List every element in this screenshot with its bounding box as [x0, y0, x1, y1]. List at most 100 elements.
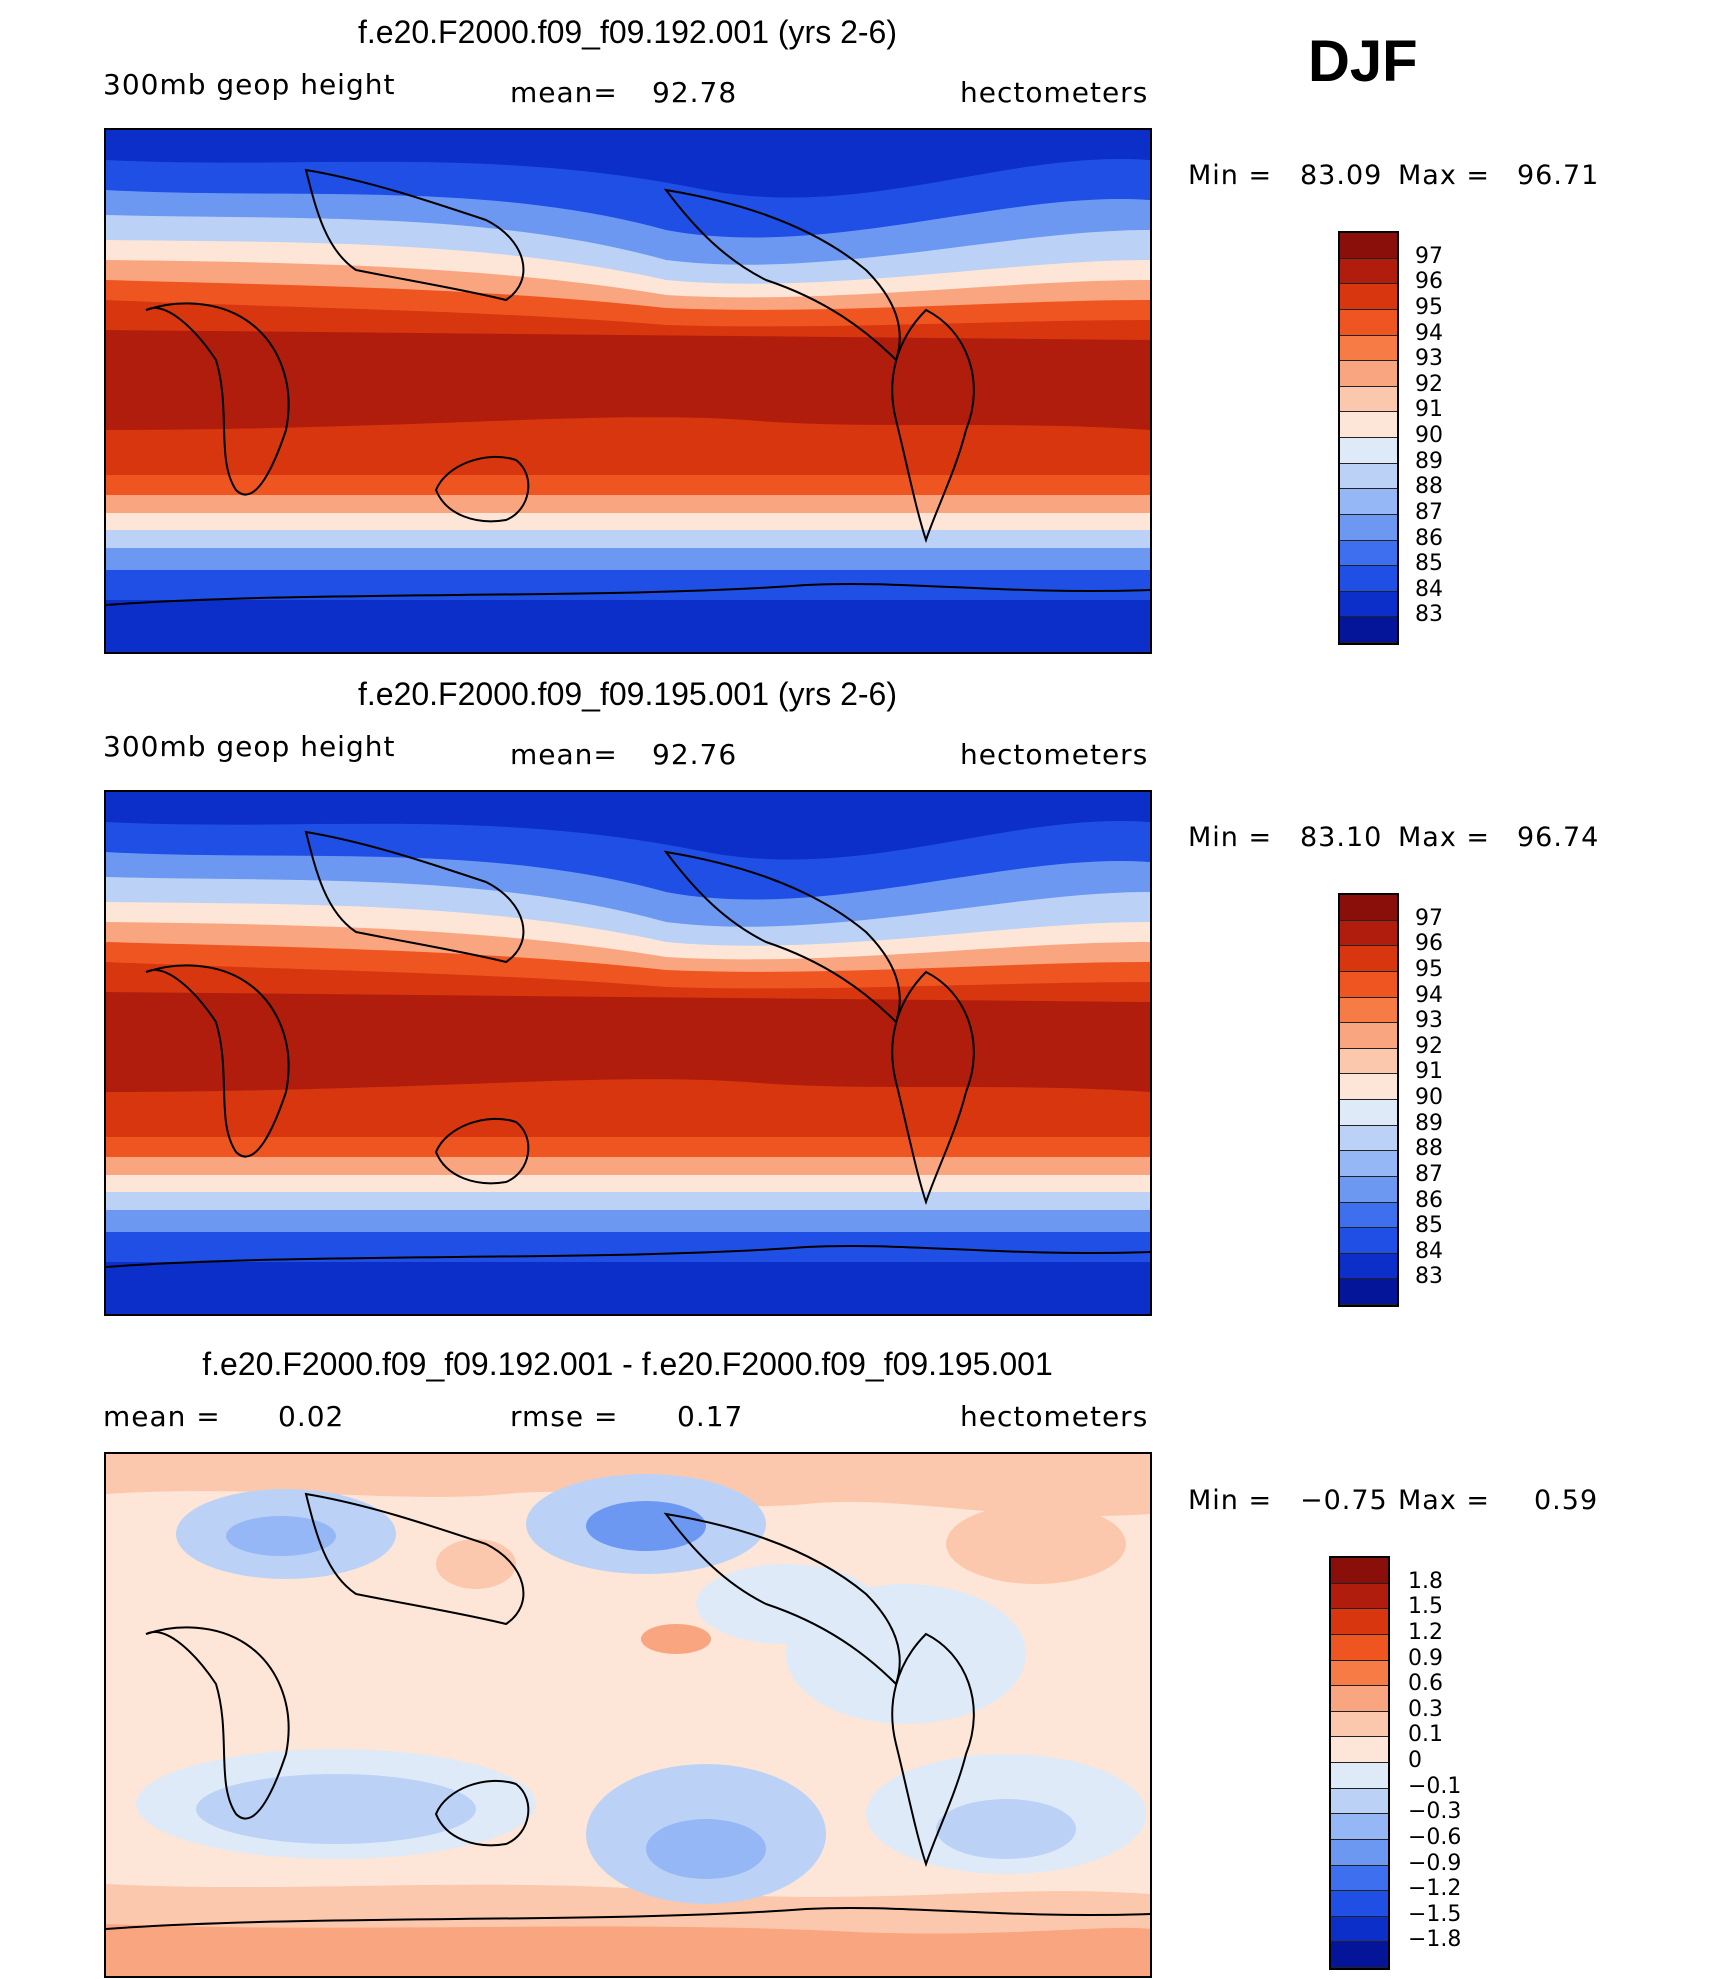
panel-3-map — [104, 1452, 1152, 1978]
colorbar-swatch — [1340, 335, 1397, 362]
panel-2-mean-label: mean= — [510, 738, 618, 771]
colorbar-swatch — [1331, 1942, 1388, 1968]
panel-2-map — [104, 790, 1152, 1316]
colorbar-swatch — [1340, 895, 1397, 921]
colorbar-level-label: 89 — [1415, 1110, 1443, 1136]
colorbar-level-label: 87 — [1415, 499, 1443, 525]
colorbar-swatch — [1340, 971, 1397, 998]
colorbar-level-label: 91 — [1415, 1059, 1443, 1085]
colorbar-level-label: 0.6 — [1408, 1671, 1443, 1697]
colorbar-level-label: 84 — [1415, 1238, 1443, 1264]
colorbar-level-label: 93 — [1415, 1008, 1443, 1034]
colorbar-level-label: 84 — [1415, 576, 1443, 602]
colorbar-swatch — [1331, 1583, 1388, 1610]
colorbar-level-label: 97 — [1415, 905, 1443, 931]
panel-3-max-value: 0.59 — [1534, 1485, 1599, 1516]
colorbar-swatch — [1340, 514, 1397, 541]
panel-3-max-label: Max = — [1398, 1485, 1491, 1516]
panel-1-map — [104, 128, 1152, 654]
panel-3-mean-value: 0.02 — [278, 1400, 345, 1433]
panel-1-max-label: Max = — [1398, 160, 1491, 191]
colorbar-level-label: 0.3 — [1408, 1696, 1443, 1722]
colorbar-swatch — [1340, 1228, 1397, 1254]
colorbar-level-label: 86 — [1415, 1187, 1443, 1213]
colorbar-swatch — [1331, 1891, 1388, 1917]
colorbar-swatch — [1340, 946, 1397, 972]
colorbar-swatch — [1331, 1865, 1388, 1892]
colorbar-swatch — [1340, 617, 1397, 643]
colorbar-level-label: 94 — [1415, 320, 1443, 346]
colorbar-swatch — [1340, 920, 1397, 947]
colorbar-swatch — [1340, 361, 1397, 387]
colorbar-level-label: 1.8 — [1408, 1568, 1443, 1594]
colorbar-level-label: 0 — [1408, 1748, 1422, 1773]
panel-3-title: f.e20.F2000.f09_f09.192.001 - f.e20.F200… — [202, 1346, 1053, 1382]
colorbar-level-label: 85 — [1415, 551, 1443, 577]
colorbar-swatch — [1340, 412, 1397, 438]
panel-3-min-value: −0.75 — [1300, 1485, 1388, 1516]
colorbar-swatch — [1340, 1202, 1397, 1229]
colorbar-level-label: 90 — [1415, 423, 1443, 448]
panel-2-min-label: Min = — [1188, 822, 1273, 853]
colorbar-level-label: 95 — [1415, 956, 1443, 982]
colorbar-level-label: 88 — [1415, 474, 1443, 500]
colorbar-level-label: 91 — [1415, 397, 1443, 423]
panel-2-mean-value: 92.76 — [652, 738, 738, 771]
colorbar-swatch — [1340, 997, 1397, 1024]
panel-2-max-value: 96.74 — [1517, 822, 1600, 853]
colorbar-level-label: −0.6 — [1408, 1824, 1462, 1850]
colorbar-swatch — [1340, 1125, 1397, 1152]
panel-1-min-value: 83.09 — [1300, 160, 1383, 191]
colorbar-level-label: 88 — [1415, 1136, 1443, 1162]
panel-2-max-label: Max = — [1398, 822, 1491, 853]
colorbar-level-label: 85 — [1415, 1213, 1443, 1239]
panel-2-colorbar — [1338, 893, 1399, 1307]
colorbar-swatch — [1340, 438, 1397, 464]
colorbar-level-label: −0.1 — [1408, 1773, 1462, 1799]
panel-3-rmse-value: 0.17 — [677, 1400, 744, 1433]
colorbar-swatch — [1331, 1788, 1388, 1815]
colorbar-swatch — [1331, 1839, 1388, 1866]
colorbar-level-label: 96 — [1415, 931, 1443, 957]
colorbar-level-label: 87 — [1415, 1161, 1443, 1187]
season-label: DJF — [1308, 29, 1418, 94]
colorbar-swatch — [1340, 1023, 1397, 1049]
panel-1-mean-value: 92.78 — [652, 76, 738, 109]
colorbar-swatch — [1340, 489, 1397, 515]
colorbar-level-label: 86 — [1415, 525, 1443, 551]
colorbar-swatch — [1331, 1814, 1388, 1840]
colorbar-swatch — [1340, 566, 1397, 592]
colorbar-level-label: 0.9 — [1408, 1645, 1443, 1671]
colorbar-swatch — [1331, 1660, 1388, 1687]
colorbar-level-label: 90 — [1415, 1085, 1443, 1110]
colorbar-swatch — [1340, 591, 1397, 618]
colorbar-swatch — [1340, 540, 1397, 567]
colorbar-swatch — [1331, 1763, 1388, 1789]
colorbar-swatch — [1340, 463, 1397, 490]
panel-3-mean-label: mean = — [103, 1400, 221, 1433]
colorbar-level-label: −1.5 — [1408, 1901, 1462, 1927]
colorbar-level-label: 95 — [1415, 294, 1443, 320]
colorbar-swatch — [1331, 1686, 1388, 1712]
colorbar-level-label: 1.2 — [1408, 1619, 1443, 1645]
panel-1-colorbar — [1338, 231, 1399, 645]
colorbar-level-label: 92 — [1415, 1033, 1443, 1059]
colorbar-swatch — [1331, 1558, 1388, 1584]
panel-2-units: hectometers — [960, 738, 1149, 771]
colorbar-level-label: 83 — [1415, 1264, 1443, 1290]
colorbar-swatch — [1340, 1151, 1397, 1177]
panel-1-units: hectometers — [960, 76, 1149, 109]
colorbar-level-label: 96 — [1415, 269, 1443, 295]
colorbar-level-label: −1.8 — [1408, 1927, 1462, 1953]
colorbar-level-label: 97 — [1415, 243, 1443, 269]
panel-3-colorbar — [1329, 1556, 1390, 1970]
colorbar-level-label: 83 — [1415, 602, 1443, 628]
colorbar-swatch — [1340, 1100, 1397, 1126]
colorbar-swatch — [1340, 1176, 1397, 1203]
panel-2-title: f.e20.F2000.f09_f09.195.001 (yrs 2-6) — [357, 676, 897, 712]
panel-1-contour-field — [106, 130, 1150, 652]
panel-2-variable-label: 300mb geop height — [103, 730, 396, 763]
panel-1-max-value: 96.71 — [1517, 160, 1600, 191]
panel-3-contour-field — [106, 1454, 1150, 1976]
panel-2-min-value: 83.10 — [1300, 822, 1383, 853]
